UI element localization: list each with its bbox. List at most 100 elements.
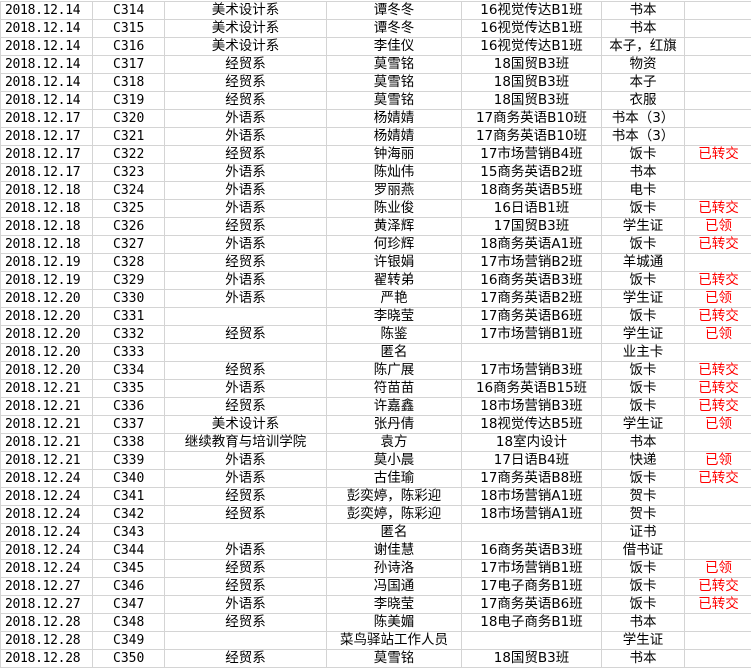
class-cell[interactable]: 16商务英语B3班 bbox=[461, 541, 602, 560]
id-cell[interactable]: C319 bbox=[92, 91, 165, 110]
name-cell[interactable]: 张丹倩 bbox=[326, 415, 462, 434]
class-cell[interactable] bbox=[461, 523, 602, 542]
class-cell[interactable]: 18市场营销A1班 bbox=[461, 505, 602, 524]
item-cell[interactable]: 羊城通 bbox=[601, 253, 685, 272]
date-cell[interactable]: 2018.12.18 bbox=[0, 235, 93, 254]
class-cell[interactable]: 16商务英语B3班 bbox=[461, 271, 602, 290]
class-cell[interactable]: 17商务英语B6班 bbox=[461, 595, 602, 614]
class-cell[interactable]: 17市场营销B1班 bbox=[461, 559, 602, 578]
item-cell[interactable]: 学生证 bbox=[601, 415, 685, 434]
class-cell[interactable]: 17商务英语B10班 bbox=[461, 127, 602, 146]
id-cell[interactable]: C317 bbox=[92, 55, 165, 74]
name-cell[interactable]: 李晓莹 bbox=[326, 307, 462, 326]
item-cell[interactable]: 饭卡 bbox=[601, 577, 685, 596]
item-cell[interactable]: 饭卡 bbox=[601, 469, 685, 488]
name-cell[interactable]: 莫雪铭 bbox=[326, 91, 462, 110]
name-cell[interactable]: 古佳瑜 bbox=[326, 469, 462, 488]
name-cell[interactable]: 彭奕婷，陈彩迎 bbox=[326, 487, 462, 506]
id-cell[interactable]: C325 bbox=[92, 199, 165, 218]
name-cell[interactable]: 陈广展 bbox=[326, 361, 462, 380]
name-cell[interactable]: 莫小晨 bbox=[326, 451, 462, 470]
date-cell[interactable]: 2018.12.17 bbox=[0, 145, 93, 164]
date-cell[interactable]: 2018.12.27 bbox=[0, 577, 93, 596]
id-cell[interactable]: C348 bbox=[92, 613, 165, 632]
status-cell[interactable] bbox=[684, 163, 751, 182]
status-cell[interactable] bbox=[684, 343, 751, 362]
status-cell[interactable]: 已转交 bbox=[684, 577, 751, 596]
id-cell[interactable]: C320 bbox=[92, 109, 165, 128]
date-cell[interactable]: 2018.12.20 bbox=[0, 325, 93, 344]
name-cell[interactable]: 陈美媚 bbox=[326, 613, 462, 632]
item-cell[interactable]: 证书 bbox=[601, 523, 685, 542]
date-cell[interactable]: 2018.12.24 bbox=[0, 523, 93, 542]
id-cell[interactable]: C331 bbox=[92, 307, 165, 326]
department-cell[interactable]: 外语系 bbox=[164, 163, 327, 182]
department-cell[interactable]: 经贸系 bbox=[164, 577, 327, 596]
class-cell[interactable]: 16视觉传达B1班 bbox=[461, 37, 602, 56]
item-cell[interactable]: 书本（3） bbox=[601, 109, 685, 128]
item-cell[interactable]: 本子 bbox=[601, 73, 685, 92]
class-cell[interactable] bbox=[461, 343, 602, 362]
date-cell[interactable]: 2018.12.21 bbox=[0, 379, 93, 398]
name-cell[interactable]: 莫雪铭 bbox=[326, 55, 462, 74]
class-cell[interactable]: 17市场营销B4班 bbox=[461, 145, 602, 164]
item-cell[interactable]: 业主卡 bbox=[601, 343, 685, 362]
name-cell[interactable]: 黄泽辉 bbox=[326, 217, 462, 236]
department-cell[interactable]: 经贸系 bbox=[164, 55, 327, 74]
date-cell[interactable]: 2018.12.20 bbox=[0, 289, 93, 308]
class-cell[interactable]: 17商务英语B2班 bbox=[461, 289, 602, 308]
date-cell[interactable]: 2018.12.14 bbox=[0, 19, 93, 38]
id-cell[interactable]: C318 bbox=[92, 73, 165, 92]
date-cell[interactable]: 2018.12.21 bbox=[0, 397, 93, 416]
status-cell[interactable]: 已转交 bbox=[684, 145, 751, 164]
status-cell[interactable]: 已转交 bbox=[684, 469, 751, 488]
department-cell[interactable]: 美术设计系 bbox=[164, 415, 327, 434]
item-cell[interactable]: 贺卡 bbox=[601, 487, 685, 506]
name-cell[interactable]: 罗丽燕 bbox=[326, 181, 462, 200]
id-cell[interactable]: C338 bbox=[92, 433, 165, 452]
name-cell[interactable]: 冯国通 bbox=[326, 577, 462, 596]
item-cell[interactable]: 快递 bbox=[601, 451, 685, 470]
id-cell[interactable]: C324 bbox=[92, 181, 165, 200]
department-cell[interactable]: 外语系 bbox=[164, 379, 327, 398]
department-cell[interactable]: 经贸系 bbox=[164, 91, 327, 110]
id-cell[interactable]: C345 bbox=[92, 559, 165, 578]
status-cell[interactable] bbox=[684, 649, 751, 668]
item-cell[interactable]: 电卡 bbox=[601, 181, 685, 200]
id-cell[interactable]: C327 bbox=[92, 235, 165, 254]
name-cell[interactable]: 莫雪铭 bbox=[326, 73, 462, 92]
id-cell[interactable]: C332 bbox=[92, 325, 165, 344]
id-cell[interactable]: C349 bbox=[92, 631, 165, 650]
department-cell[interactable]: 经贸系 bbox=[164, 505, 327, 524]
name-cell[interactable]: 谭冬冬 bbox=[326, 19, 462, 38]
name-cell[interactable]: 何珍辉 bbox=[326, 235, 462, 254]
department-cell[interactable]: 外语系 bbox=[164, 235, 327, 254]
item-cell[interactable]: 饭卡 bbox=[601, 361, 685, 380]
date-cell[interactable]: 2018.12.14 bbox=[0, 1, 93, 20]
class-cell[interactable]: 17国贸B3班 bbox=[461, 217, 602, 236]
status-cell[interactable]: 已转交 bbox=[684, 379, 751, 398]
class-cell[interactable]: 16视觉传达B1班 bbox=[461, 1, 602, 20]
department-cell[interactable]: 经贸系 bbox=[164, 649, 327, 668]
department-cell[interactable]: 经贸系 bbox=[164, 145, 327, 164]
id-cell[interactable]: C341 bbox=[92, 487, 165, 506]
date-cell[interactable]: 2018.12.21 bbox=[0, 451, 93, 470]
department-cell[interactable]: 外语系 bbox=[164, 271, 327, 290]
class-cell[interactable]: 18市场营销B3班 bbox=[461, 397, 602, 416]
id-cell[interactable]: C343 bbox=[92, 523, 165, 542]
class-cell[interactable]: 17日语B4班 bbox=[461, 451, 602, 470]
item-cell[interactable]: 饭卡 bbox=[601, 397, 685, 416]
class-cell[interactable]: 17商务英语B6班 bbox=[461, 307, 602, 326]
name-cell[interactable]: 袁方 bbox=[326, 433, 462, 452]
class-cell[interactable]: 17商务英语B8班 bbox=[461, 469, 602, 488]
name-cell[interactable]: 匿名 bbox=[326, 343, 462, 362]
id-cell[interactable]: C347 bbox=[92, 595, 165, 614]
item-cell[interactable]: 物资 bbox=[601, 55, 685, 74]
id-cell[interactable]: C314 bbox=[92, 1, 165, 20]
department-cell[interactable]: 外语系 bbox=[164, 181, 327, 200]
date-cell[interactable]: 2018.12.14 bbox=[0, 55, 93, 74]
date-cell[interactable]: 2018.12.24 bbox=[0, 487, 93, 506]
id-cell[interactable]: C346 bbox=[92, 577, 165, 596]
item-cell[interactable]: 饭卡 bbox=[601, 235, 685, 254]
name-cell[interactable]: 翟转弟 bbox=[326, 271, 462, 290]
